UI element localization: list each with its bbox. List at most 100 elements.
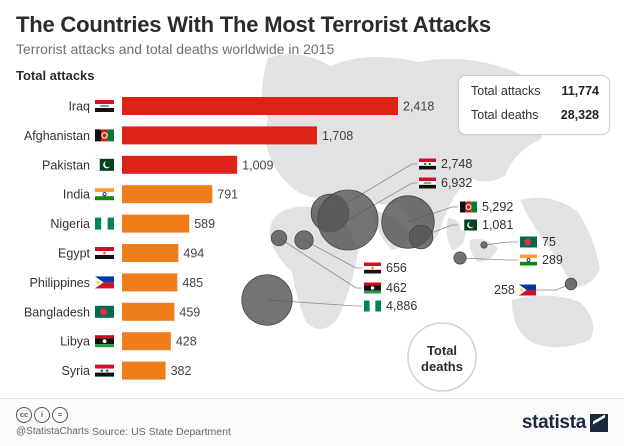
brand-name: statista xyxy=(521,412,586,433)
afghanistan-flag-icon xyxy=(460,201,477,213)
death-value-label: 2,748 xyxy=(441,157,472,171)
bar-value-label: 1,009 xyxy=(242,158,273,172)
total-deaths-label-2: deaths xyxy=(421,359,463,374)
totals-box: Total attacks 11,774 Total deaths 28,328 xyxy=(458,75,610,135)
death-bubble xyxy=(408,224,434,250)
chart-subtitle: Terrorist attacks and total deaths world… xyxy=(16,41,335,57)
death-value-label: 289 xyxy=(542,253,563,267)
bar-value-label: 791 xyxy=(217,188,238,202)
bar-value-label: 428 xyxy=(176,335,197,349)
syria-flag-icon xyxy=(419,158,436,170)
chart-canvas: Iraq 2,418 Afghanistan 1,708 Pakistan 1,009 In… xyxy=(24,54,600,392)
attack-bars: Iraq 2,418 Afghanistan 1,708 Pakistan 1,009 In… xyxy=(24,97,434,380)
category-label: Nigeria xyxy=(50,217,90,231)
libya-flag-icon xyxy=(95,335,114,348)
bar-value-label: 589 xyxy=(194,217,215,231)
egypt-flag-icon xyxy=(95,247,114,259)
india-flag-icon xyxy=(95,188,114,201)
bar xyxy=(122,97,398,115)
leader-line xyxy=(278,237,362,289)
death-bubble xyxy=(294,230,314,250)
iraq-flag-icon xyxy=(419,177,436,189)
death-value-label: 5,292 xyxy=(482,200,513,214)
leader-line xyxy=(303,239,362,269)
bar-value-label: 494 xyxy=(183,247,204,261)
death-value-label: 656 xyxy=(386,261,407,275)
category-label: Egypt xyxy=(58,247,90,261)
leader-line xyxy=(483,241,518,246)
death-bubble xyxy=(241,274,293,326)
bar xyxy=(122,214,190,233)
total-deaths-value: 28,328 xyxy=(560,108,599,122)
pakistan-flag-icon xyxy=(460,219,477,231)
death-bubbles xyxy=(241,189,578,326)
death-bubble xyxy=(317,189,379,251)
leader-line xyxy=(266,299,362,307)
bangladesh-flag-icon xyxy=(95,305,114,318)
statista-mark-icon xyxy=(590,414,608,432)
death-bubble xyxy=(564,277,578,291)
chart-title: The Countries With The Most Terrorist At… xyxy=(16,12,491,37)
bar xyxy=(122,273,178,292)
category-label: Libya xyxy=(60,335,90,349)
category-label: Iraq xyxy=(68,100,90,114)
statista-logo[interactable]: statista xyxy=(522,411,608,435)
death-labels: 2,748 6,932 5,292 1,081 75 289 258 656 462 4,886 xyxy=(364,157,563,313)
total-deaths-badge: Total deaths xyxy=(407,322,477,392)
attribution-icon[interactable]: i xyxy=(34,407,50,423)
bar xyxy=(122,185,213,204)
category-label: Syria xyxy=(62,364,91,378)
total-attacks-value: 11,774 xyxy=(561,84,599,98)
section-label: Total attacks xyxy=(16,68,95,83)
footer: cc i = @StatistaCharts Source: US State … xyxy=(0,398,624,446)
philippines-flag-icon xyxy=(95,276,114,289)
category-label: Afghanistan xyxy=(24,129,90,143)
bangladesh-flag-icon xyxy=(520,236,537,248)
syria-flag-icon xyxy=(95,364,114,377)
source-note: Source: US State Department xyxy=(92,426,231,438)
death-value-label: 75 xyxy=(542,235,556,249)
afghanistan-flag-icon xyxy=(95,129,114,142)
category-label: India xyxy=(63,188,90,202)
bar xyxy=(122,302,175,321)
bar xyxy=(122,155,238,174)
total-attacks-row: Total attacks 11,774 xyxy=(471,84,599,104)
bar xyxy=(122,332,171,351)
iraq-flag-icon xyxy=(95,100,114,112)
cc-icon[interactable]: cc xyxy=(16,407,32,423)
nigeria-flag-icon xyxy=(364,300,381,312)
egypt-flag-icon xyxy=(364,262,381,274)
death-value-label: 1,081 xyxy=(482,218,513,232)
bar xyxy=(122,361,166,380)
libya-flag-icon xyxy=(364,282,381,294)
total-deaths-row: Total deaths 28,328 xyxy=(471,108,599,128)
category-label: Bangladesh xyxy=(24,305,90,319)
death-value-label: 462 xyxy=(386,281,407,295)
death-bubble xyxy=(480,241,488,249)
death-value-label: 6,932 xyxy=(441,176,472,190)
nigeria-flag-icon xyxy=(95,217,114,230)
category-label: Philippines xyxy=(30,276,90,290)
bar-value-label: 2,418 xyxy=(403,100,434,114)
bar-value-label: 1,708 xyxy=(322,129,353,143)
category-label: Pakistan xyxy=(42,158,90,172)
bar-value-label: 382 xyxy=(171,364,192,378)
total-deaths-label-1: Total xyxy=(427,343,457,358)
philippines-flag-icon xyxy=(519,284,536,296)
bar-value-label: 485 xyxy=(182,276,203,290)
bar-value-label: 459 xyxy=(179,305,200,319)
india-flag-icon xyxy=(520,254,537,266)
pakistan-flag-icon xyxy=(95,158,114,171)
total-deaths-label: Total deaths xyxy=(471,108,539,122)
twitter-handle[interactable]: @StatistaCharts xyxy=(16,426,89,437)
death-value-label: 4,886 xyxy=(386,299,417,313)
bar xyxy=(122,244,179,262)
death-bubble xyxy=(453,251,467,265)
death-bubble xyxy=(270,229,288,247)
death-value-label: 258 xyxy=(494,283,515,297)
leader-line xyxy=(459,257,518,261)
bar xyxy=(122,126,317,145)
no-derivatives-icon[interactable]: = xyxy=(52,407,68,423)
license-icons: cc i = xyxy=(16,407,68,423)
total-attacks-label: Total attacks xyxy=(471,84,541,98)
